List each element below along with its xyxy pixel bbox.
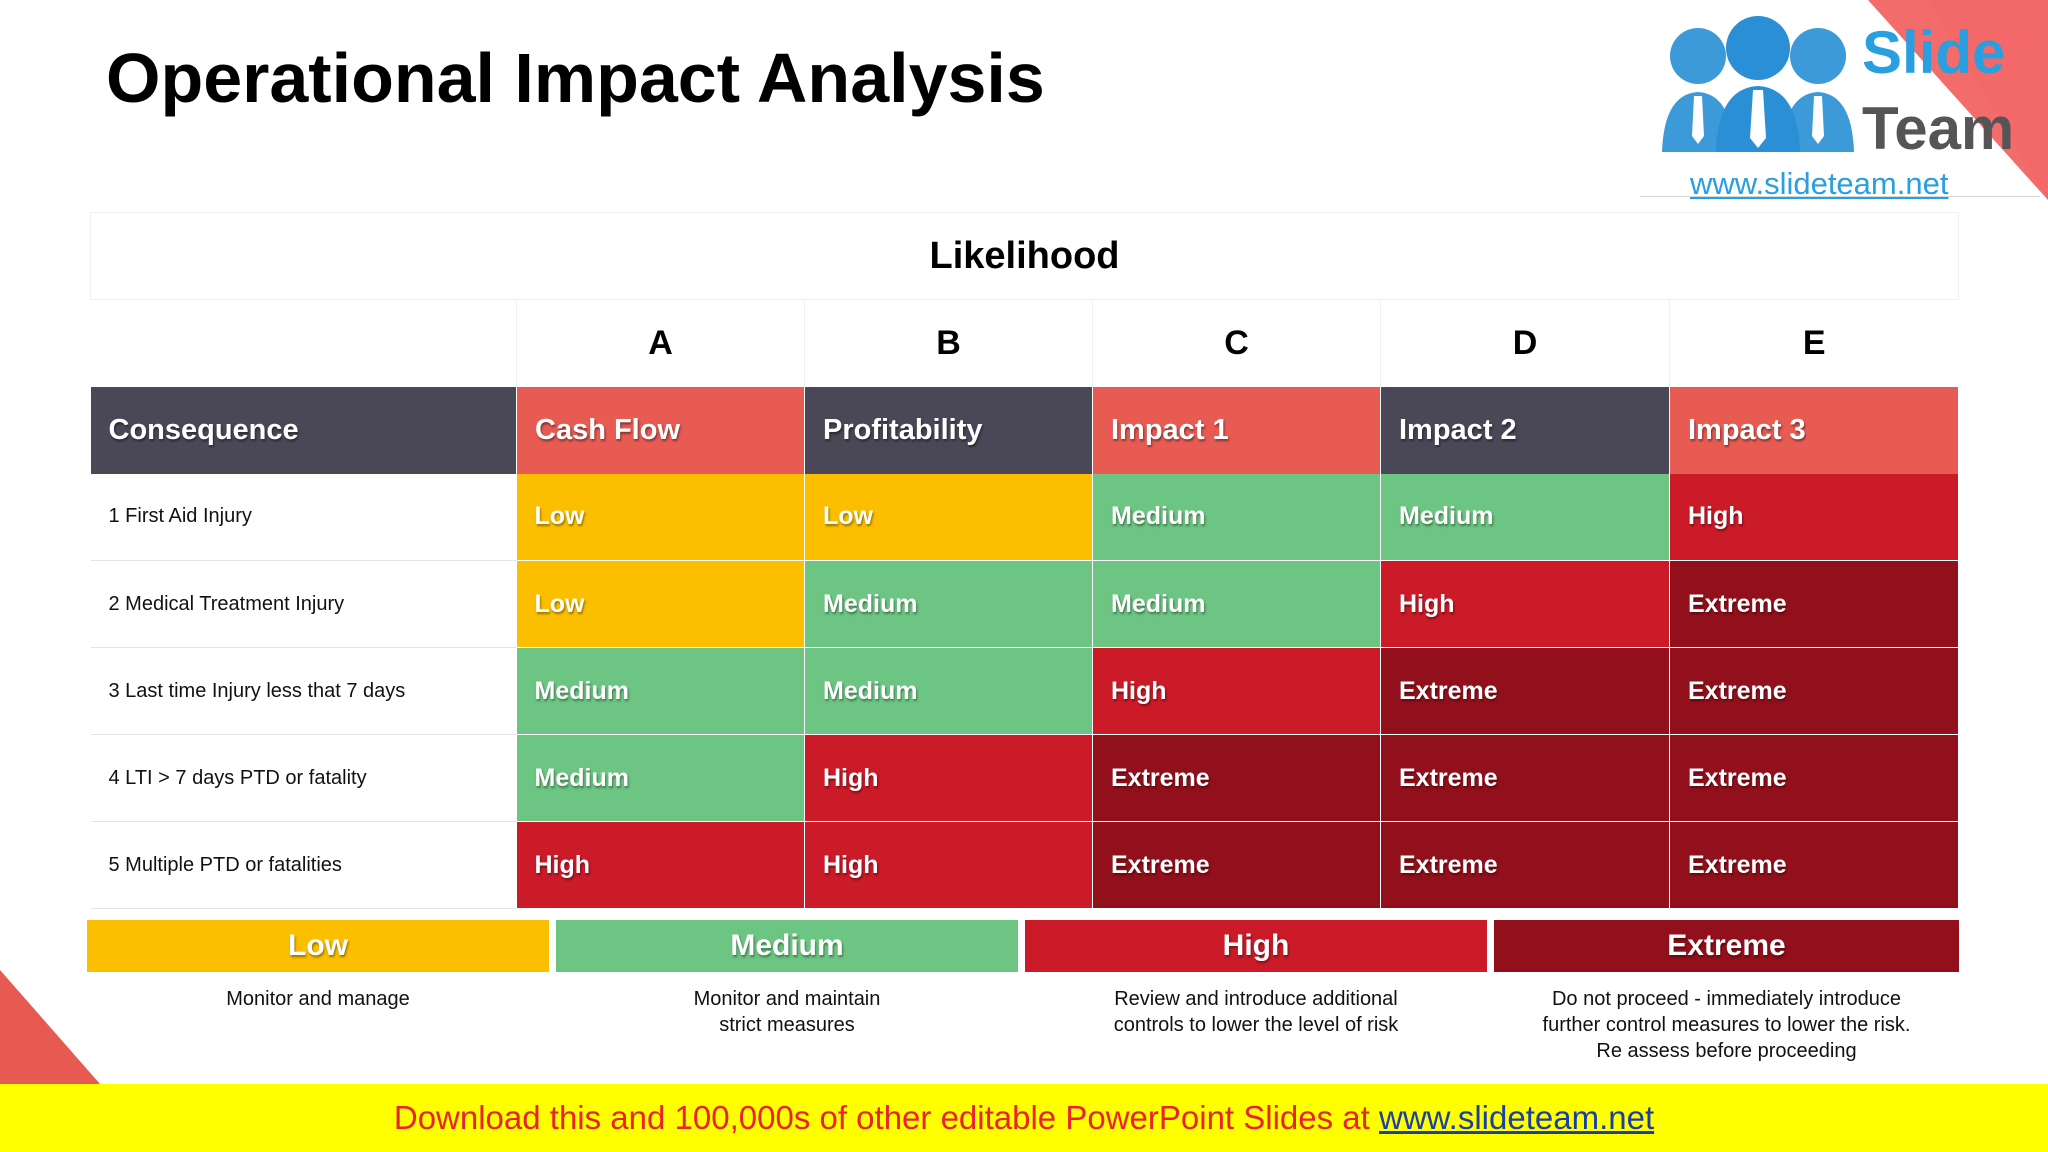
risk-cell: Extreme: [1380, 734, 1670, 822]
row-label: 4 LTI > 7 days PTD or fatality: [90, 734, 517, 822]
risk-cell: Extreme: [1669, 560, 1960, 648]
risk-cell: Extreme: [1380, 647, 1670, 735]
row-label: 2 Medical Treatment Injury: [90, 560, 517, 648]
risk-cell: Medium: [1092, 473, 1381, 561]
column-letter-c: C: [1092, 299, 1381, 387]
footer-text: Download this and 100,000s of other edit…: [393, 1099, 1379, 1136]
risk-cell: High: [1380, 560, 1670, 648]
column-header-profitability: Profitability: [804, 386, 1093, 474]
risk-cell: Medium: [804, 647, 1093, 735]
risk-cell: Low: [516, 473, 805, 561]
risk-cell: Medium: [1092, 560, 1381, 648]
people-icon: [1662, 16, 1854, 152]
column-header-impact-1: Impact 1: [1092, 386, 1381, 474]
risk-cell: High: [804, 821, 1093, 909]
legend-desc-extreme: Do not proceed - immediately introduce f…: [1542, 988, 1911, 1062]
risk-cell: Medium: [516, 734, 805, 822]
column-header-impact-3: Impact 3: [1669, 386, 1960, 474]
logo-word-slide: Slide: [1862, 19, 2006, 86]
likelihood-row: Likelihood: [89, 212, 1960, 300]
risk-cell: High: [1669, 473, 1960, 561]
column-letter-e: E: [1668, 299, 1959, 387]
matrix-row: 1 First Aid Injury Low Low Medium Medium High: [90, 473, 1960, 561]
risk-legend: Low Monitor and manage Medium Monitor an…: [87, 920, 1959, 1062]
logo-url-link[interactable]: www.slideteam.net: [1690, 166, 1949, 200]
decorative-corner: [0, 970, 100, 1084]
column-letter-d: D: [1380, 299, 1670, 387]
legend-item-medium: Medium Monitor and maintain strict measu…: [556, 920, 1018, 1038]
matrix-row: 5 Multiple PTD or fatalities High High Extr…: [90, 821, 1960, 909]
likelihood-heading: Likelihood: [89, 212, 1960, 300]
legend-item-extreme: Extreme Do not proceed - immediately int…: [1494, 920, 1959, 1064]
risk-cell: Medium: [804, 560, 1093, 648]
risk-cell: High: [1092, 647, 1381, 735]
header-row: Consequence Cash Flow Profitability Impa…: [90, 386, 1960, 474]
logo-corner: [1868, 0, 2048, 200]
matrix-body: 1 First Aid Injury Low Low Medium Medium High…: [90, 473, 1960, 909]
column-letter-b: B: [804, 299, 1093, 387]
row-label: 1 First Aid Injury: [90, 473, 517, 561]
risk-cell: Extreme: [1669, 734, 1960, 822]
consequence-header: Consequence: [90, 386, 517, 474]
logo-word-team: Team: [1862, 95, 2015, 162]
legend-desc-medium: Monitor and maintain strict measures: [693, 988, 881, 1036]
risk-cell: Medium: [1380, 473, 1670, 561]
legend-item-high: High Review and introduce additional con…: [1025, 920, 1487, 1038]
legend-bar-medium: Medium: [556, 920, 1018, 972]
matrix-row: 2 Medical Treatment Injury Low Medium Mediu…: [90, 560, 1960, 648]
risk-cell: Medium: [516, 647, 805, 735]
risk-cell: High: [516, 821, 805, 909]
logo-divider: [1640, 196, 2040, 197]
column-header-cash-flow: Cash Flow: [516, 386, 805, 474]
risk-cell: Extreme: [1092, 734, 1381, 822]
column-header-impact-2: Impact 2: [1380, 386, 1670, 474]
legend-item-low: Low Monitor and manage: [87, 920, 549, 1012]
risk-cell: Low: [804, 473, 1093, 561]
matrix-row: 4 LTI > 7 days PTD or fatality Medium High…: [90, 734, 1960, 822]
page-title: Operational Impact Analysis: [106, 39, 1045, 117]
column-letter-row: A B C D E: [91, 299, 1959, 387]
slideteam-logo[interactable]: Slide Team www.slideteam.net: [1640, 0, 2048, 200]
risk-cell: Extreme: [1092, 821, 1381, 909]
footer-link[interactable]: www.slideteam.net: [1379, 1099, 1655, 1136]
legend-desc-low: Monitor and manage: [226, 988, 410, 1010]
risk-cell: Extreme: [1669, 647, 1960, 735]
risk-matrix-table: Likelihood A B C D E Consequence Cash Fl…: [89, 212, 1960, 909]
matrix-row: 3 Last time Injury less that 7 days Mediu…: [90, 647, 1960, 735]
risk-cell: Low: [516, 560, 805, 648]
empty-corner-cell: [91, 300, 517, 387]
risk-cell: Extreme: [1380, 821, 1670, 909]
column-letter-a: A: [516, 299, 805, 387]
risk-cell: Extreme: [1669, 821, 1960, 909]
risk-cell: High: [804, 734, 1093, 822]
footer-banner: Download this and 100,000s of other edit…: [0, 1084, 2048, 1152]
row-label: 5 Multiple PTD or fatalities: [90, 821, 517, 909]
legend-bar-high: High: [1025, 920, 1487, 972]
legend-desc-high: Review and introduce additional controls…: [1113, 988, 1399, 1036]
legend-bar-low: Low: [87, 920, 549, 972]
row-label: 3 Last time Injury less that 7 days: [90, 647, 517, 735]
legend-bar-extreme: Extreme: [1494, 920, 1959, 972]
